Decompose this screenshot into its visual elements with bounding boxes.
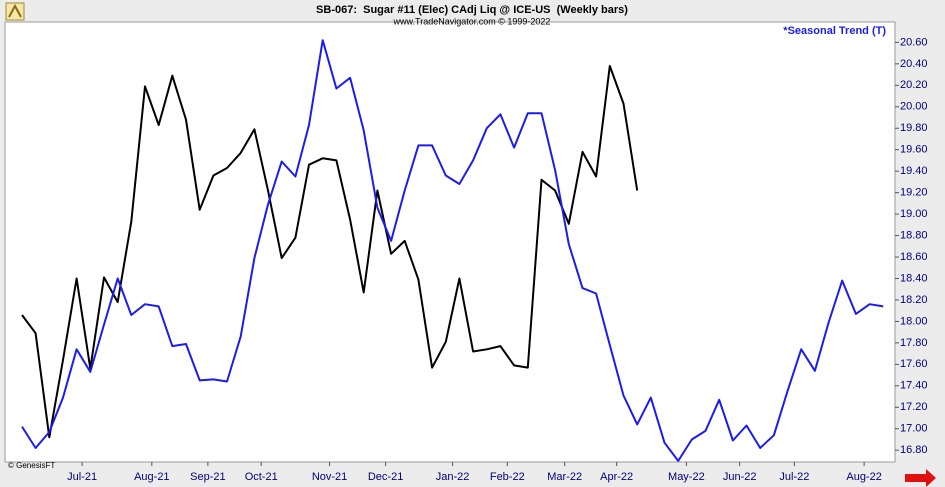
y-tick-label: 18.80: [900, 229, 928, 241]
y-tick-label: 17.00: [900, 423, 928, 435]
y-tick-label: 18.40: [900, 272, 928, 284]
x-tick-label: Jul-21: [67, 471, 97, 483]
y-tick-label: 20.00: [900, 101, 928, 113]
series-line: [21, 65, 639, 439]
y-tick-label: 19.40: [900, 165, 928, 177]
y-tick-label: 20.60: [900, 36, 928, 48]
x-tick-label: Aug-21: [134, 471, 169, 483]
plot-area: [4, 21, 896, 463]
y-tick-label: 18.00: [900, 315, 928, 327]
x-tick-label: Nov-21: [312, 471, 347, 483]
y-tick-label: 17.60: [900, 358, 928, 370]
y-tick-label: 17.20: [900, 401, 928, 413]
x-tick-label: Oct-21: [245, 471, 278, 483]
x-tick-label: Aug-22: [846, 471, 881, 483]
y-tick-label: 20.40: [900, 58, 928, 70]
y-tick-label: 17.40: [900, 380, 928, 392]
y-tick-label: 18.20: [900, 294, 928, 306]
chart-title: SB-067: Sugar #11 (Elec) CAdj Liq @ ICE-…: [316, 4, 628, 16]
scroll-arrow[interactable]: [905, 469, 936, 487]
x-tick-label: Jan-22: [436, 471, 470, 483]
series-line: [21, 39, 884, 462]
x-tick-label: Mar-22: [547, 471, 582, 483]
x-tick-label: Jul-22: [779, 471, 809, 483]
x-tick-label: May-22: [668, 471, 705, 483]
source-note: © GenesisFT: [8, 461, 55, 470]
y-tick-label: 18.60: [900, 251, 928, 263]
logo: [5, 2, 25, 21]
y-tick-label: 19.00: [900, 208, 928, 220]
chart-subtitle: www.TradeNavigator.com © 1999-2022: [393, 16, 551, 26]
legend-entry: *Seasonal Trend (T): [783, 25, 886, 37]
y-tick-label: 16.80: [900, 444, 928, 456]
y-tick-label: 19.20: [900, 187, 928, 199]
y-tick-label: 17.80: [900, 337, 928, 349]
x-tick-label: Jun-22: [723, 471, 757, 483]
y-tick-label: 20.20: [900, 79, 928, 91]
x-tick-label: Sep-21: [190, 471, 225, 483]
y-tick-label: 19.80: [900, 122, 928, 134]
x-tick-label: Dec-21: [368, 471, 403, 483]
y-tick-label: 19.60: [900, 144, 928, 156]
x-tick-label: Feb-22: [490, 471, 525, 483]
x-tick-label: Apr-22: [600, 471, 633, 483]
